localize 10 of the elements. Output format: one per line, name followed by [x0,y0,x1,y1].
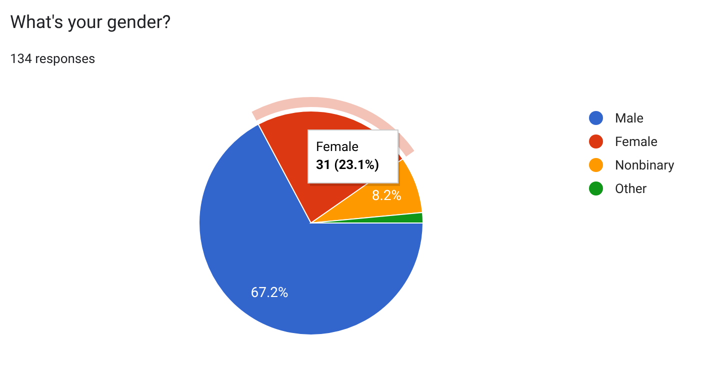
text: 134 responses [10,52,96,67]
legend-label: Nonbinary [615,158,674,174]
legend-label: Male [615,112,644,127]
text: Female [316,140,359,155]
data-label: 8.2% [372,188,402,204]
legend-label: Female [615,135,658,150]
legend-label: Other [615,182,648,198]
text: 31 (23.1%) [316,158,380,173]
chart-title: What's your gender? [10,12,171,33]
data-label: 67.2% [250,285,288,302]
